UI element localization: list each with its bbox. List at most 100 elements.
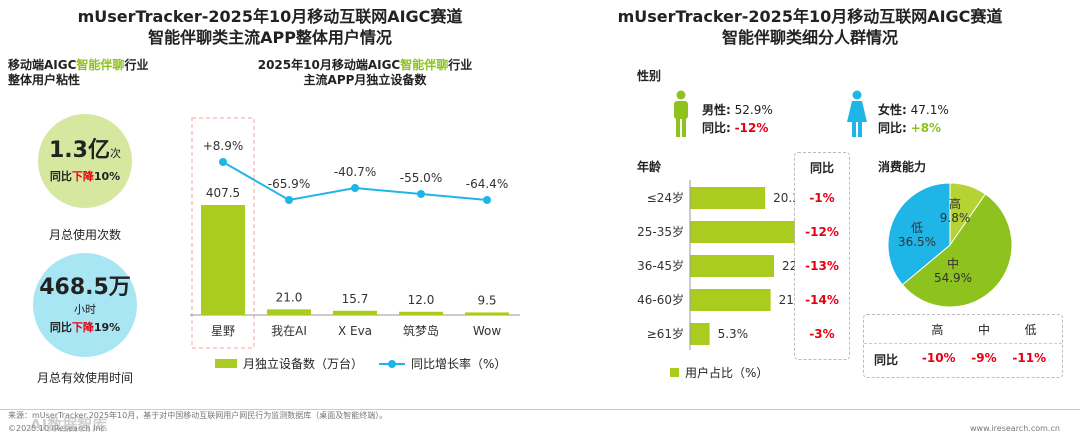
bar-label-1: 21.0 — [276, 290, 303, 304]
legend-line-swatch — [379, 359, 406, 368]
bar-4 — [465, 312, 509, 315]
usage-count-change: 同比下降10% — [50, 168, 120, 184]
male-icon — [674, 90, 688, 137]
footer-source: 来源：mUserTracker.2025年10月，基于对中国移动互联网用户网民行… — [8, 411, 388, 420]
bar-1 — [267, 309, 311, 315]
consume-table-header: 高 中 低 — [914, 321, 1054, 338]
footer-site: www.iresearch.com.cn — [970, 424, 1060, 433]
age-bar-0 — [690, 187, 766, 209]
stickiness-label-c: 行业 — [124, 58, 149, 72]
usage-count-circle: 1.3亿次 同比下降10% — [38, 114, 132, 208]
age-yoy-header: 同比 — [809, 161, 834, 175]
device-chart-title-line2: 主流APP月独立设备数 — [303, 73, 427, 87]
device-chart-title-c: 行业 — [448, 58, 473, 72]
device-chart: 407.5 星野 21.0 我在AI 15.7 X Eva 12.0 筑梦岛 9.5 Wow +8.… — [190, 117, 520, 349]
age-category-3: 46-60岁 — [637, 292, 684, 307]
category-label-4: Wow — [473, 324, 502, 338]
usage-count-value: 1.3亿 — [49, 138, 110, 163]
stickiness-title: 移动端AIGC智能伴聊行业 整体用户粘性 — [8, 58, 148, 88]
age-value-0: 20.3% — [773, 191, 795, 205]
age-category-4: ≥61岁 — [647, 326, 684, 341]
growth-label-1: -65.9% — [268, 177, 310, 191]
left-title-line2: 智能伴聊类主流APP整体用户情况 — [148, 28, 392, 47]
age-legend-label: 用户占比（%） — [685, 366, 769, 380]
device-chart-title-a: 2025年10月移动端AIGC — [257, 58, 401, 72]
consume-title: 消费能力 — [878, 160, 927, 174]
pie-value-0: 9.8% — [940, 211, 971, 225]
pie-category-2: 低 — [911, 221, 923, 235]
consume-col-mid: 中 — [977, 323, 990, 337]
device-chart-title: 2025年10月移动端AIGC智能伴聊行业 主流APP月独立设备数 — [215, 58, 515, 88]
growth-label-2: -40.7% — [334, 165, 376, 179]
usage-time-caption: 月总有效使用时间 — [36, 371, 133, 385]
consume-col-low: 低 — [1024, 323, 1037, 337]
female-change-label: 同比: — [878, 121, 907, 135]
bar-2 — [333, 310, 377, 315]
legend-bar-label: 月独立设备数（万台） — [243, 357, 364, 371]
pie-slice-2 — [887, 182, 951, 286]
growth-label-4: -64.4% — [466, 177, 508, 191]
usage-time-change: 同比下降19% — [50, 319, 120, 335]
device-chart-legend: 月独立设备数（万台） 同比增长率（%） — [215, 355, 515, 372]
pie-category-1: 中 — [947, 256, 959, 271]
growth-point-2 — [351, 184, 359, 192]
highlight-box — [191, 117, 255, 349]
male-label: 男性: — [702, 103, 731, 117]
usage-time-value: 468.5万 — [39, 275, 131, 300]
consume-val-low: -11% — [1012, 351, 1047, 365]
consume-yoy-table: 高 中 低 同比 -10% -9% -11% — [863, 314, 1063, 378]
age-bar-2 — [690, 255, 774, 277]
female-icon — [847, 90, 867, 137]
usage-count-caption: 月总使用次数 — [48, 228, 121, 242]
age-value-2: 22.7% — [782, 259, 795, 273]
right-title: mUserTracker-2025年10月移动互联网AIGC赛道 智能伴聊类细分… — [560, 6, 1060, 48]
age-legend: 用户占比（%） — [670, 364, 768, 381]
usage-change-prefix: 同比 — [49, 170, 72, 183]
growth-label-3: -55.0% — [400, 171, 442, 185]
age-bar-4 — [690, 323, 710, 345]
bar-0 — [201, 205, 245, 315]
footer-copyright: ©2025.10 iResearch Inc. — [8, 424, 108, 433]
age-bar-3 — [690, 289, 771, 311]
pie-category-0: 高 — [949, 196, 961, 211]
left-title-line1: mUserTracker-2025年10月移动互联网AIGC赛道 — [77, 7, 463, 26]
category-label-3: 筑梦岛 — [403, 323, 439, 338]
legend-bar-swatch — [215, 359, 237, 368]
usage-change-pct: 10% — [93, 170, 121, 183]
legend-line-label: 同比增长率（%） — [411, 357, 507, 371]
bar-label-2: 15.7 — [342, 292, 369, 306]
age-yoy-table: 同比 -1% -12% -13% -14% -3% — [794, 152, 850, 360]
bar-3 — [399, 311, 443, 315]
consume-val-high: -10% — [921, 351, 956, 365]
female-stats: 女性: 47.1% 同比: +8% — [878, 101, 949, 137]
time-change-pct: 19% — [93, 321, 121, 334]
right-title-line1: mUserTracker-2025年10月移动互联网AIGC赛道 — [617, 7, 1003, 26]
usage-time-circle: 468.5万 小时 同比下降19% — [33, 253, 137, 357]
pie-value-2: 36.5% — [898, 235, 936, 249]
age-legend-swatch — [670, 368, 679, 377]
female-label: 女性: — [878, 103, 907, 117]
growth-point-1 — [285, 196, 293, 204]
age-value-4: 5.3% — [718, 327, 749, 341]
consume-col-high: 高 — [931, 323, 944, 337]
stickiness-label-a: 移动端AIGC — [8, 58, 77, 72]
consume-row-label: 同比 — [874, 353, 899, 367]
consume-val-mid: -9% — [971, 351, 997, 365]
stickiness-label-b: 智能伴聊 — [76, 58, 125, 72]
growth-point-3 — [417, 190, 425, 198]
category-label-1: 我在AI — [271, 324, 307, 338]
age-yoy-0: -1% — [809, 191, 835, 205]
growth-point-0 — [219, 158, 227, 166]
usage-count-unit: 次 — [109, 147, 121, 160]
female-value: 47.1% — [910, 103, 949, 117]
footer-watermark: AI数据智库 — [30, 416, 108, 434]
footer-divider — [0, 409, 1080, 410]
age-yoy-2: -13% — [805, 259, 839, 273]
pie-slice-1 — [901, 193, 1013, 308]
consume-table-values: -10% -9% -11% — [914, 351, 1054, 365]
usage-change-word: 下降 — [71, 170, 94, 183]
bar-label-0: 407.5 — [206, 186, 240, 200]
age-yoy-4: -3% — [809, 327, 835, 341]
device-chart-title-b: 智能伴聊 — [400, 58, 449, 72]
male-change: -12% — [734, 121, 769, 135]
